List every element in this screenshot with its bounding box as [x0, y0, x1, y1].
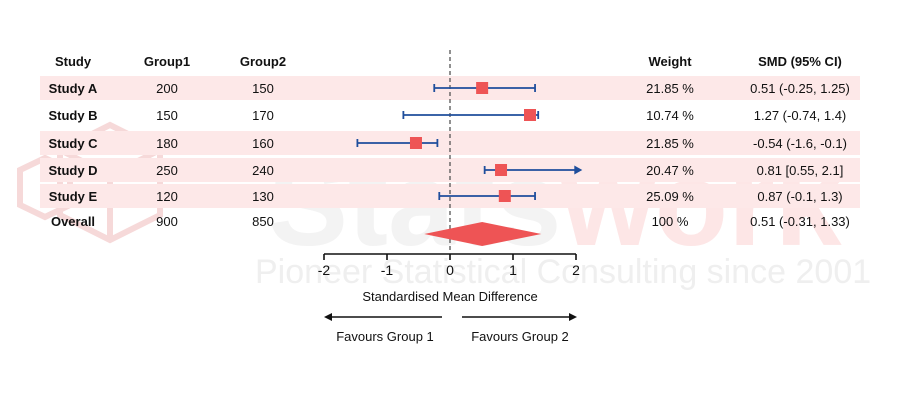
- point-estimate-marker: [409, 137, 422, 149]
- overall-smd-ci-value: 0.51 (-0.31, 1.33): [750, 214, 850, 229]
- favours-left-arrowhead-icon: [324, 313, 332, 321]
- weight-value: 25.09 %: [646, 189, 694, 204]
- x-tick-label: 1: [509, 262, 517, 278]
- study-name: Study A: [49, 81, 98, 96]
- group1-value: 120: [156, 189, 178, 204]
- x-axis: -2 -1 0 1 2: [318, 253, 580, 278]
- favours-group2-label: Favours Group 2: [471, 329, 569, 344]
- x-tick-label: -1: [381, 262, 394, 278]
- table-row: Study E 120 130 25.09 % 0.87 (-0.1, 1.3): [49, 189, 843, 204]
- study-name: Study E: [49, 189, 98, 204]
- table-body: Study A 200 150 21.85 % 0.51 (-0.25, 1.25)St…: [48, 81, 849, 229]
- table-header: Study Group1 Group2 Weight SMD (95% CI): [55, 54, 842, 69]
- smd-ci-value: 0.51 (-0.25, 1.25): [750, 81, 850, 96]
- group1-value: 200: [156, 81, 178, 96]
- table-row: Study C 180 160 21.85 % -0.54 (-1.6, -0.1): [48, 136, 847, 151]
- overall-name: Overall: [51, 214, 95, 229]
- smd-ci-value: 0.81 [0.55, 2.1]: [757, 163, 844, 178]
- ci-arrowhead-icon: [574, 165, 583, 175]
- table-row: Study D 250 240 20.47 % 0.81 [0.55, 2.1]: [48, 163, 843, 178]
- plot-area: [356, 50, 583, 253]
- x-tick-label: 0: [446, 262, 454, 278]
- table-row: Study B 150 170 10.74 % 1.27 (-0.74, 1.4): [48, 108, 846, 123]
- table-row-overall: Overall 900 850 100 % 0.51 (-0.31, 1.33): [51, 214, 850, 229]
- x-axis-label: Standardised Mean Difference: [362, 289, 537, 304]
- smd-ci-value: 1.27 (-0.74, 1.4): [754, 108, 847, 123]
- group1-value: 150: [156, 108, 178, 123]
- study-name: Study C: [48, 136, 98, 151]
- overall-group2-value: 850: [252, 214, 274, 229]
- weight-value: 21.85 %: [646, 136, 694, 151]
- overall-weight-value: 100 %: [652, 214, 689, 229]
- x-tick-label: 2: [572, 262, 580, 278]
- point-estimate-marker: [495, 164, 508, 176]
- study-name: Study B: [48, 108, 97, 123]
- header-weight: Weight: [648, 54, 692, 69]
- weight-value: 21.85 %: [646, 81, 694, 96]
- group2-value: 150: [252, 81, 274, 96]
- group2-value: 130: [252, 189, 274, 204]
- group2-value: 160: [252, 136, 274, 151]
- weight-value: 20.47 %: [646, 163, 694, 178]
- favours-annotation: Favours Group 1 Favours Group 2: [324, 313, 577, 344]
- header-study: Study: [55, 54, 92, 69]
- study-name: Study D: [48, 163, 97, 178]
- point-estimate-marker: [498, 190, 511, 202]
- header-group2: Group2: [240, 54, 286, 69]
- x-tick-label: -2: [318, 262, 331, 278]
- group1-value: 250: [156, 163, 178, 178]
- group1-value: 180: [156, 136, 178, 151]
- weight-value: 10.74 %: [646, 108, 694, 123]
- group2-value: 170: [252, 108, 274, 123]
- smd-ci-value: -0.54 (-1.6, -0.1): [753, 136, 847, 151]
- group2-value: 240: [252, 163, 274, 178]
- point-estimate-marker: [476, 82, 489, 94]
- overall-group1-value: 900: [156, 214, 178, 229]
- header-smd: SMD (95% CI): [758, 54, 842, 69]
- favours-group1-label: Favours Group 1: [336, 329, 434, 344]
- table-row: Study A 200 150 21.85 % 0.51 (-0.25, 1.25): [49, 81, 850, 96]
- header-group1: Group1: [144, 54, 190, 69]
- overall-diamond: [424, 222, 542, 246]
- smd-ci-value: 0.87 (-0.1, 1.3): [757, 189, 842, 204]
- point-estimate-marker: [524, 109, 537, 121]
- favours-right-arrowhead-icon: [569, 313, 577, 321]
- watermark-tagline: Pioneer Statistical Consulting since 200…: [255, 253, 871, 291]
